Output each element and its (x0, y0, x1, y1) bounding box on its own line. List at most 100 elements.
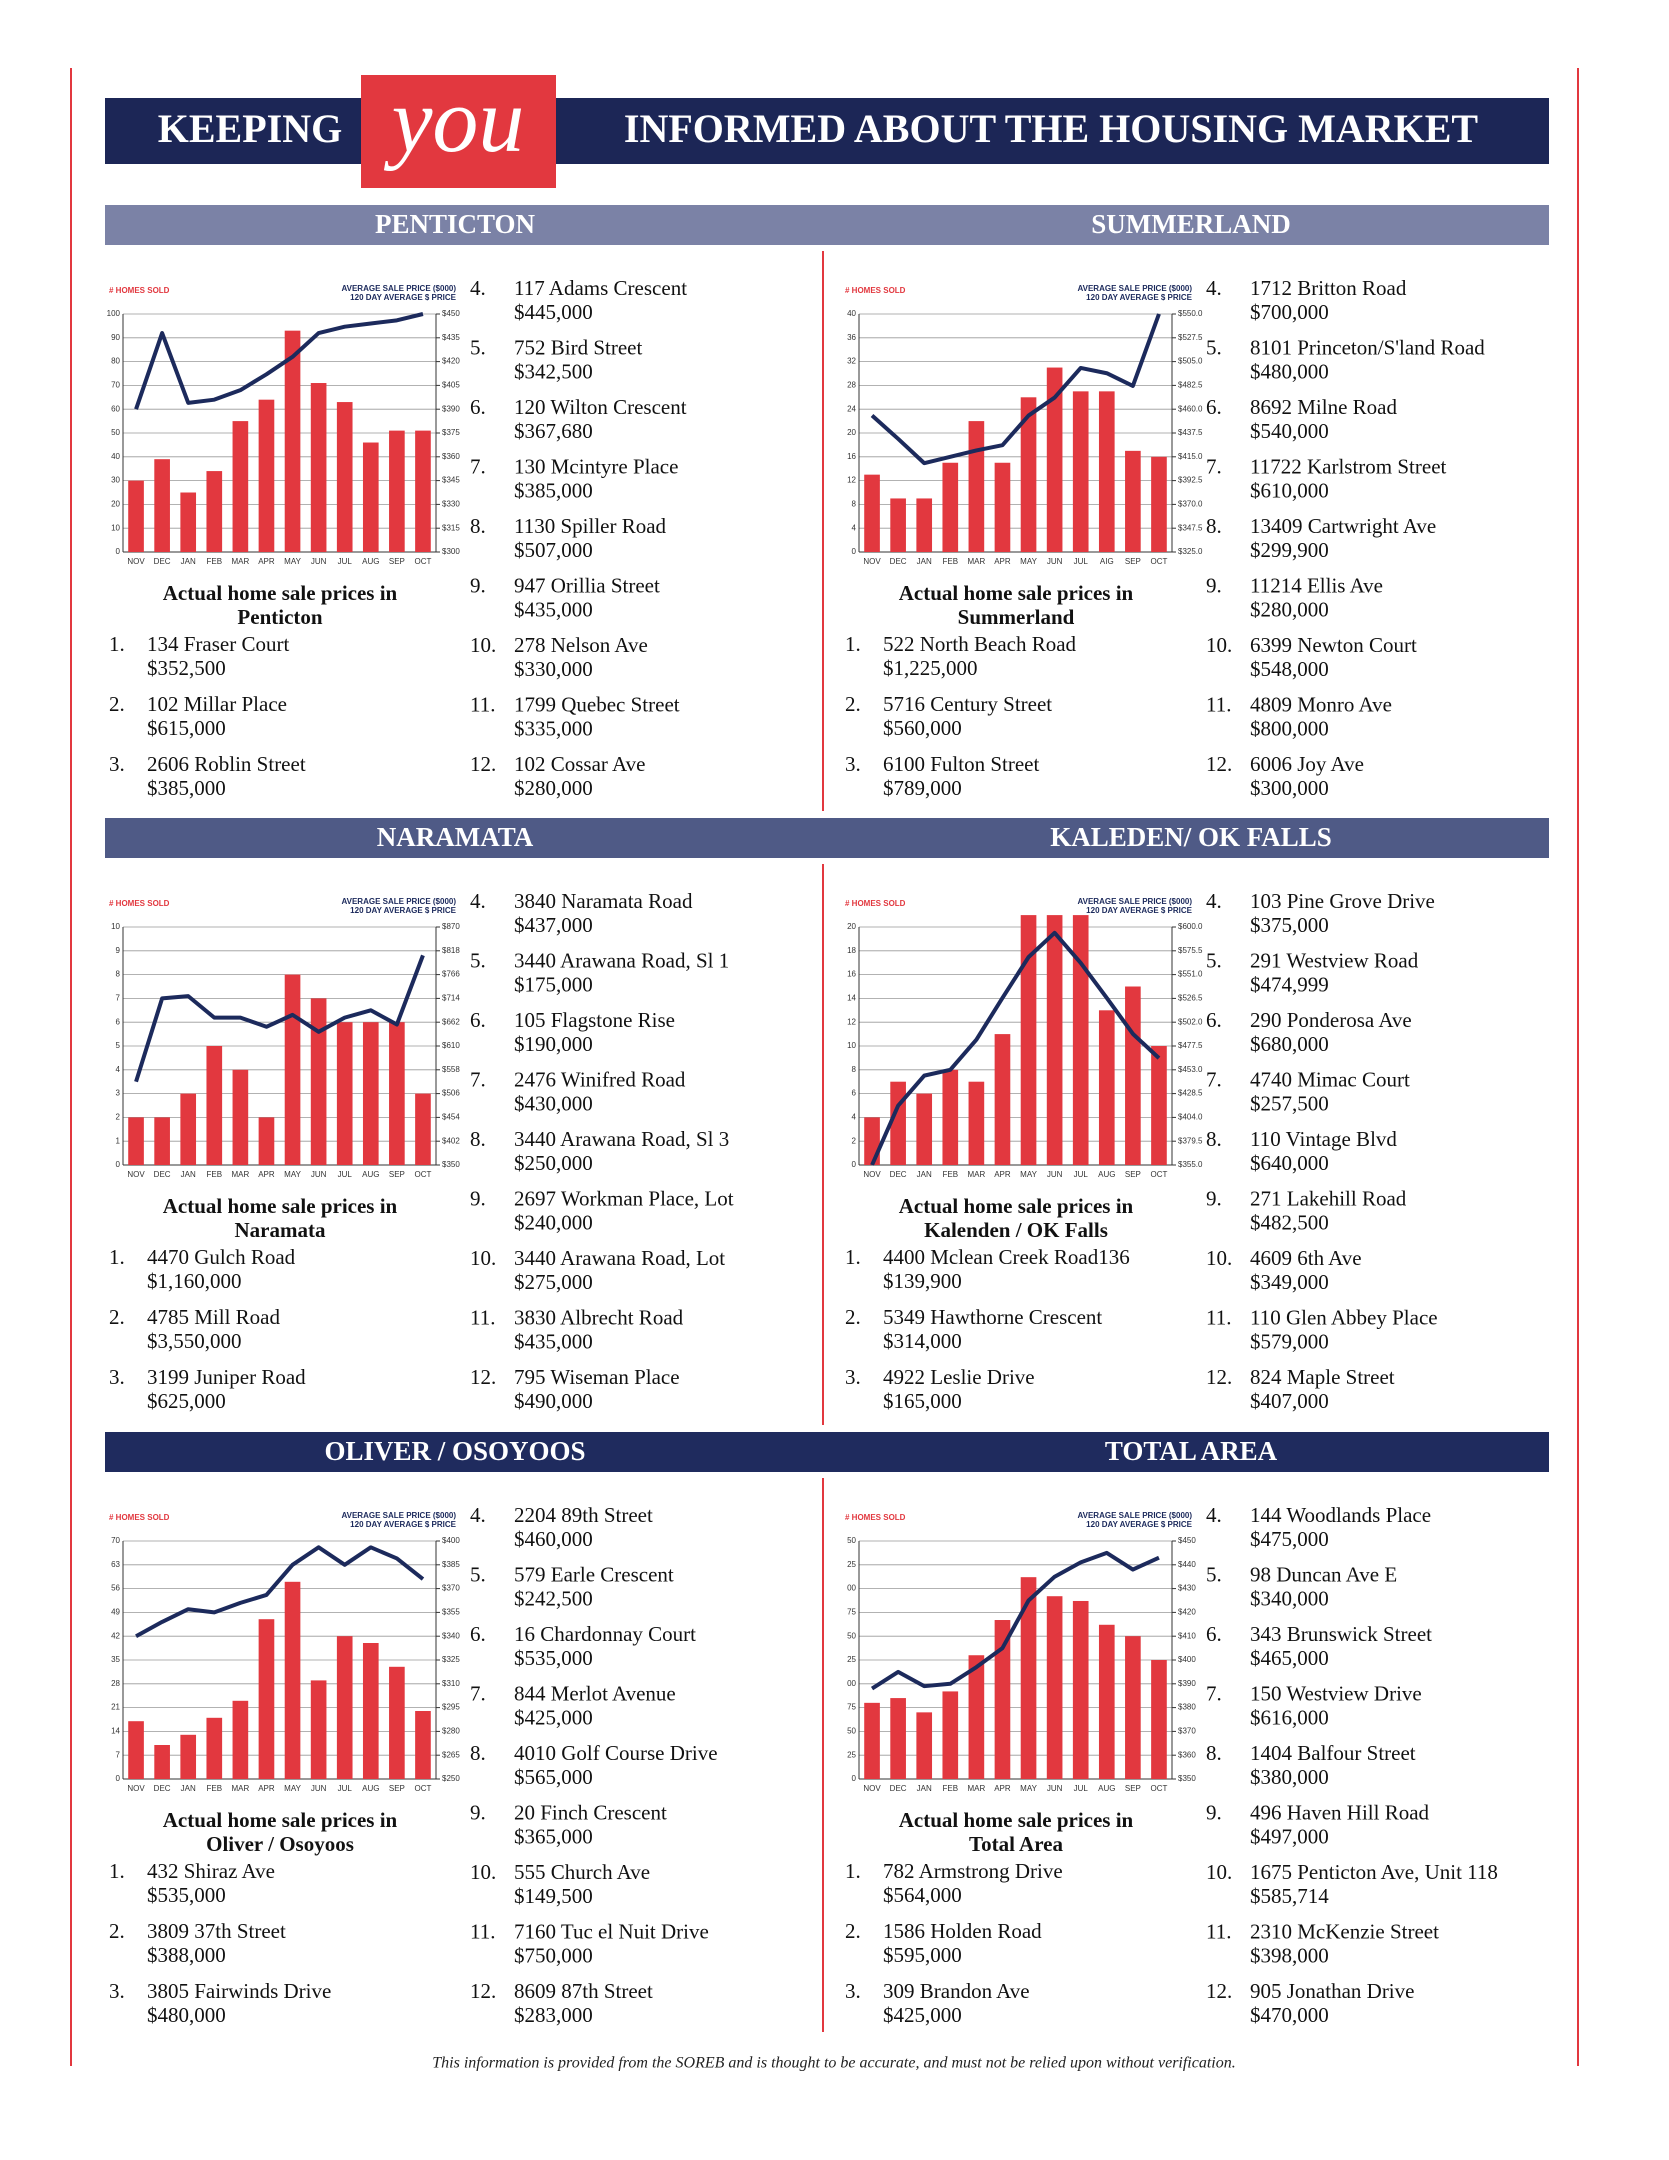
y-tick-label: 100 (107, 309, 121, 318)
y-tick-label: 50 (847, 1631, 856, 1640)
y-tick-label: 25 (847, 1560, 856, 1569)
legend-right: AVERAGE SALE PRICE ($000) (1077, 1511, 1192, 1520)
y2-tick-label: $818 (442, 946, 460, 955)
section-title: OLIVER / OSOYOOS (324, 1436, 585, 1466)
caption: Kalenden / OK Falls (924, 1218, 1108, 1242)
listing-address: 278 Nelson Ave (514, 633, 648, 657)
bar (864, 1117, 880, 1165)
listing-address: 6100 Fulton Street (883, 752, 1039, 776)
x-tick-label: OCT (1151, 557, 1168, 566)
listing-price: $480,000 (147, 2003, 226, 2027)
listing-number: 9. (470, 1186, 486, 1210)
bar (310, 383, 327, 552)
listing-number: 1. (845, 1245, 861, 1269)
legend-left: # HOMES SOLD (845, 1513, 906, 1522)
listing-address: 343 Brunswick Street (1250, 1622, 1432, 1646)
bar (415, 430, 431, 552)
listing-number: 2. (109, 692, 125, 716)
listing-number: 2. (109, 1305, 125, 1329)
listing-address: 8101 Princeton/S'land Road (1250, 335, 1485, 359)
y2-tick-label: $280 (442, 1727, 460, 1736)
listing-number: 6. (470, 395, 486, 419)
y2-tick-label: $392.5 (1178, 476, 1203, 485)
x-tick-label: JUL (338, 1784, 353, 1793)
listing-number: 1. (109, 1859, 125, 1883)
bar (415, 1711, 431, 1779)
y2-tick-label: $265 (442, 1750, 460, 1759)
listing-price: $564,000 (883, 1883, 962, 1907)
bar (258, 1117, 275, 1165)
listing-price: $789,000 (883, 776, 962, 800)
y-tick-label: 4 (116, 1065, 121, 1074)
legend-left: # HOMES SOLD (845, 899, 906, 908)
listing-number: 8. (470, 514, 486, 538)
x-tick-label: JUL (1074, 557, 1089, 566)
listing-price: $330,000 (514, 657, 593, 681)
x-tick-label: JUL (338, 557, 353, 566)
section-title: TOTAL AREA (1105, 1436, 1278, 1466)
legend-right: AVERAGE SALE PRICE ($000) (1077, 284, 1192, 293)
y2-tick-label: $610 (442, 1041, 460, 1050)
y2-tick-label: $370 (442, 1584, 460, 1593)
bar (890, 1698, 906, 1779)
x-tick-label: MAY (284, 1170, 301, 1179)
x-tick-label: JUL (1074, 1784, 1089, 1793)
y2-tick-label: $347.5 (1178, 523, 1203, 532)
x-tick-label: DEC (154, 557, 171, 566)
listing-number: 11. (470, 692, 495, 716)
listing-address: 1586 Holden Road (883, 1919, 1042, 1943)
listing-price: $700,000 (1250, 300, 1329, 324)
listing-address: 11214 Ellis Ave (1250, 573, 1383, 597)
x-tick-label: OCT (415, 557, 432, 566)
y2-tick-label: $355 (442, 1608, 460, 1617)
y-tick-label: 6 (852, 1089, 857, 1098)
bar (1098, 391, 1115, 552)
price-line (870, 1550, 1160, 1691)
caption: Actual home sale prices in (899, 581, 1134, 605)
bar (1046, 915, 1063, 1165)
listing-address: 905 Jonathan Drive (1250, 1979, 1414, 2003)
x-tick-label: SEP (389, 557, 405, 566)
listing-number: 4. (1206, 889, 1222, 913)
listing-number: 9. (470, 573, 486, 597)
y-tick-label: 63 (111, 1560, 120, 1569)
listing-address: 11722 Karlstrom Street (1250, 454, 1447, 478)
x-tick-label: JUL (338, 1170, 353, 1179)
section-title: SUMMERLAND (1091, 209, 1291, 239)
listing-number: 6. (1206, 1622, 1222, 1646)
listing-number: 3. (845, 752, 861, 776)
listing-number: 10. (1206, 1246, 1232, 1270)
listing-price: $615,000 (147, 716, 226, 740)
listing-address: 782 Armstrong Drive (883, 1859, 1063, 1883)
y-tick-label: 49 (111, 1608, 120, 1617)
price-line (870, 313, 1161, 466)
listing-number: 4. (470, 1503, 486, 1527)
listing-address: 496 Haven Hill Road (1250, 1800, 1430, 1824)
bar (336, 402, 353, 552)
x-tick-label: NOV (127, 1170, 145, 1179)
price-line (134, 312, 424, 410)
y-tick-label: 7 (116, 994, 121, 1003)
y2-tick-label: $453.0 (1178, 1065, 1203, 1074)
listing-number: 2. (109, 1919, 125, 1943)
legend-left: # HOMES SOLD (109, 1513, 170, 1522)
bar (968, 421, 985, 552)
bar (362, 1643, 379, 1779)
y-tick-label: 18 (847, 946, 856, 955)
listing-address: 844 Merlot Avenue (514, 1681, 676, 1705)
listing-price: $445,000 (514, 300, 593, 324)
bar (916, 498, 933, 552)
listing-address: 8609 87th Street (514, 1979, 653, 2003)
y-tick-label: 10 (111, 922, 120, 931)
listing-price: $398,000 (1250, 1943, 1329, 1967)
listing-price: $625,000 (147, 1389, 226, 1413)
listing-price: $475,000 (1250, 1527, 1329, 1551)
listing-price: $300,000 (1250, 776, 1329, 800)
y2-tick-label: $360 (442, 452, 460, 461)
y-tick-label: 30 (111, 476, 120, 485)
listing-price: $640,000 (1250, 1151, 1329, 1175)
listing-address: 16 Chardonnay Court (514, 1622, 696, 1646)
listing-price: $490,000 (514, 1389, 593, 1413)
listing-number: 4. (470, 276, 486, 300)
y2-tick-label: $300 (442, 547, 460, 556)
